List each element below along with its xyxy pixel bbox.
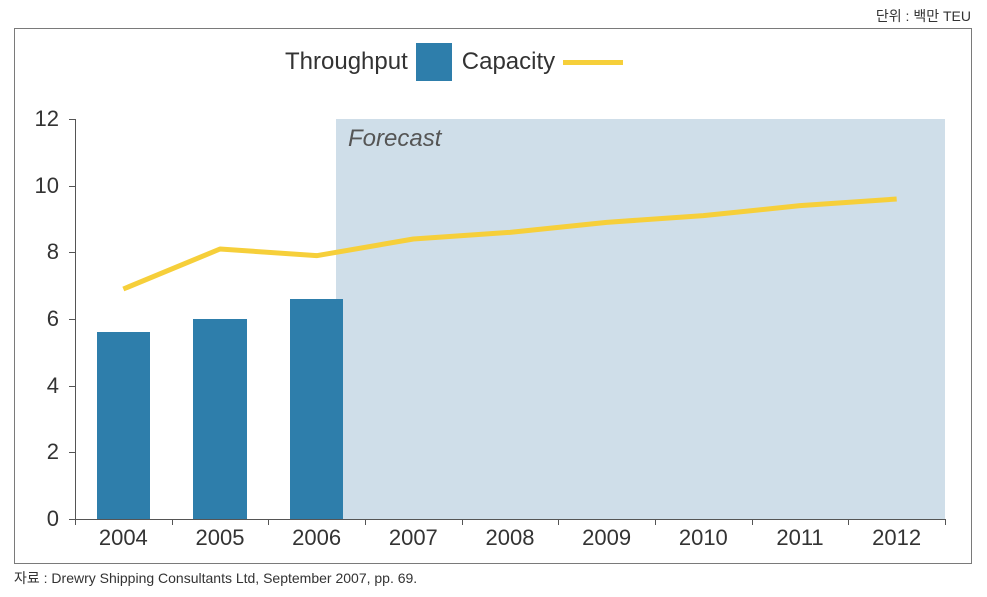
legend: Throughput Capacity [285, 43, 623, 81]
x-tick-label: 2009 [582, 525, 631, 551]
legend-label-throughput: Throughput [285, 48, 408, 76]
x-tick-label: 2007 [389, 525, 438, 551]
x-tick-mark [752, 519, 753, 525]
x-tick-mark [558, 519, 559, 525]
y-tick-label: 6 [19, 306, 59, 332]
legend-item-throughput: Throughput [285, 43, 452, 81]
capacity-line [75, 119, 945, 519]
y-tick-label: 4 [19, 373, 59, 399]
x-tick-label: 2010 [679, 525, 728, 551]
x-tick-mark [268, 519, 269, 525]
legend-label-capacity: Capacity [462, 48, 555, 76]
x-tick-mark [945, 519, 946, 525]
x-tick-mark [462, 519, 463, 525]
legend-item-capacity: Capacity [462, 48, 623, 76]
x-tick-mark [848, 519, 849, 525]
x-tick-label: 2005 [196, 525, 245, 551]
x-tick-label: 2004 [99, 525, 148, 551]
x-tick-label: 2006 [292, 525, 341, 551]
x-tick-mark [655, 519, 656, 525]
source-note: 자료 : Drewry Shipping Consultants Ltd, Se… [14, 568, 417, 588]
y-tick-label: 12 [19, 106, 59, 132]
y-tick-label: 8 [19, 239, 59, 265]
y-tick-label: 10 [19, 173, 59, 199]
x-tick-mark [172, 519, 173, 525]
x-tick-label: 2011 [776, 525, 823, 551]
unit-label: 단위 : 백만 TEU [876, 6, 971, 26]
y-tick-label: 2 [19, 439, 59, 465]
x-axis [75, 519, 945, 520]
legend-swatch-bar [416, 43, 452, 81]
plot-area: Forecast02468101220042005200620072008200… [75, 119, 945, 519]
legend-swatch-line [563, 60, 623, 65]
chart-frame: Throughput Capacity Forecast024681012200… [14, 28, 972, 564]
x-tick-mark [75, 519, 76, 525]
x-tick-mark [365, 519, 366, 525]
x-tick-label: 2012 [872, 525, 921, 551]
y-tick-label: 0 [19, 506, 59, 532]
x-tick-label: 2008 [486, 525, 535, 551]
